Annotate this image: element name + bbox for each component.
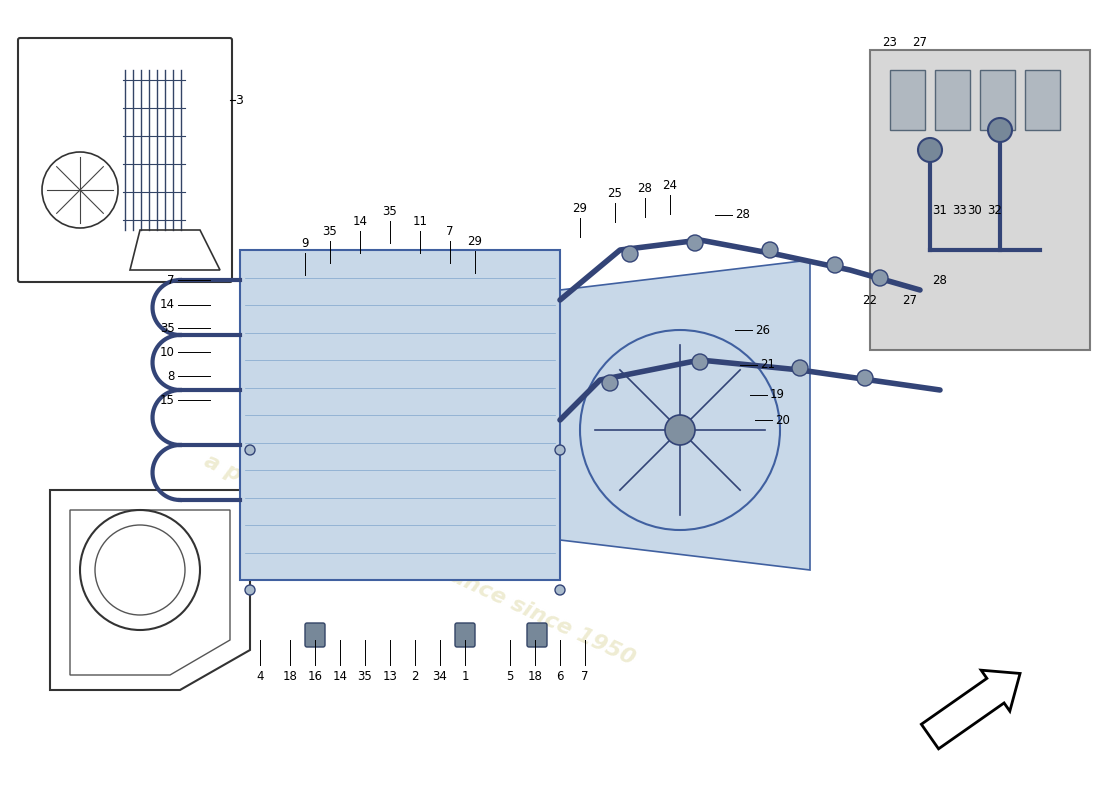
Circle shape (857, 370, 873, 386)
Text: 28: 28 (933, 274, 947, 286)
Circle shape (988, 118, 1012, 142)
Text: 7: 7 (447, 225, 453, 238)
Circle shape (621, 246, 638, 262)
Text: 30: 30 (968, 203, 982, 217)
Circle shape (245, 585, 255, 595)
Text: 7: 7 (581, 670, 589, 683)
Bar (870, 50, 1090, 350)
Text: 8: 8 (167, 370, 175, 382)
Bar (980, 70, 1015, 130)
Circle shape (602, 375, 618, 391)
Text: 2: 2 (411, 670, 419, 683)
Circle shape (556, 445, 565, 455)
Text: 6: 6 (557, 670, 563, 683)
FancyBboxPatch shape (305, 623, 324, 647)
Text: 23: 23 (882, 37, 898, 50)
Circle shape (666, 415, 695, 445)
Text: 31: 31 (933, 203, 947, 217)
Text: 35: 35 (322, 225, 338, 238)
Text: 7: 7 (167, 274, 175, 286)
Text: 13: 13 (383, 670, 397, 683)
Bar (890, 70, 925, 130)
Text: 21: 21 (760, 358, 775, 371)
Text: 14: 14 (352, 215, 367, 228)
Text: 3: 3 (235, 94, 243, 106)
Text: a passion for performance since 1950: a passion for performance since 1950 (201, 451, 639, 669)
Text: 27: 27 (902, 294, 917, 306)
Text: 29: 29 (572, 202, 587, 215)
Circle shape (762, 242, 778, 258)
Polygon shape (560, 260, 810, 570)
Circle shape (688, 235, 703, 251)
Text: 18: 18 (528, 670, 542, 683)
Text: 34: 34 (432, 670, 448, 683)
Text: 14: 14 (160, 298, 175, 311)
Text: 25: 25 (607, 187, 623, 200)
Circle shape (792, 360, 808, 376)
Text: 22: 22 (862, 294, 878, 306)
Text: 28: 28 (735, 209, 750, 222)
Text: 28: 28 (638, 182, 652, 195)
Text: 5: 5 (506, 670, 514, 683)
Text: 19: 19 (770, 389, 785, 402)
Bar (240, 250, 560, 580)
Circle shape (556, 585, 565, 595)
Text: 20: 20 (776, 414, 790, 426)
Circle shape (580, 330, 780, 530)
FancyBboxPatch shape (527, 623, 547, 647)
Circle shape (245, 445, 255, 455)
Text: 35: 35 (161, 322, 175, 334)
Text: 16: 16 (308, 670, 322, 683)
Text: 9: 9 (301, 237, 309, 250)
Text: 26: 26 (755, 323, 770, 337)
Circle shape (872, 270, 888, 286)
Text: FERRARI: FERRARI (376, 395, 724, 465)
Bar (935, 70, 970, 130)
Circle shape (692, 354, 708, 370)
FancyBboxPatch shape (455, 623, 475, 647)
Circle shape (827, 257, 843, 273)
Text: 33: 33 (953, 203, 967, 217)
Text: 35: 35 (383, 205, 397, 218)
Text: 24: 24 (662, 179, 678, 192)
Text: 11: 11 (412, 215, 428, 228)
Text: 32: 32 (988, 203, 1002, 217)
Text: 15: 15 (161, 394, 175, 406)
Text: 27: 27 (913, 37, 927, 50)
Text: 4: 4 (256, 670, 264, 683)
Circle shape (918, 138, 942, 162)
Text: 18: 18 (283, 670, 297, 683)
FancyBboxPatch shape (18, 38, 232, 282)
Polygon shape (922, 670, 1020, 749)
Text: 10: 10 (161, 346, 175, 358)
Text: 14: 14 (332, 670, 348, 683)
Text: 29: 29 (468, 235, 483, 248)
Text: 35: 35 (358, 670, 373, 683)
Bar (1025, 70, 1060, 130)
Text: 1: 1 (461, 670, 469, 683)
